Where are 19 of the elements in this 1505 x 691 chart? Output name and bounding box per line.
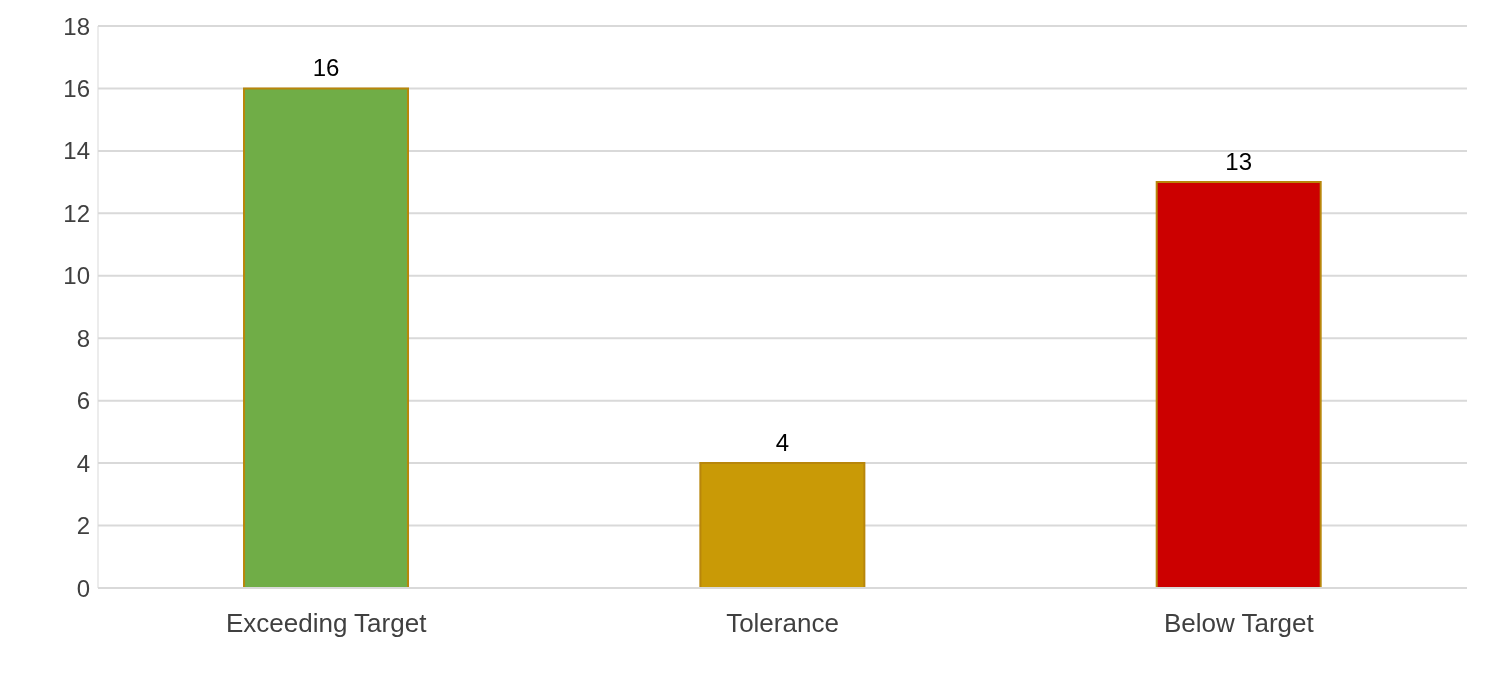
data-label: 13: [1225, 148, 1253, 176]
x-tick-label: Tolerance: [726, 608, 839, 639]
bar: [1155, 181, 1322, 588]
data-label: 4: [775, 429, 790, 457]
x-tick-label: Below Target: [1163, 608, 1315, 639]
y-tick-label: 12: [63, 199, 90, 227]
data-label: 16: [312, 54, 340, 82]
y-tick-label: 0: [76, 574, 90, 602]
x-tick-label: Exceeding Target: [225, 608, 428, 639]
y-tick-label: 4: [76, 449, 90, 477]
y-tick-label: 16: [63, 74, 90, 102]
y-tick-label: 14: [63, 137, 90, 165]
y-tick-label: 8: [76, 324, 90, 352]
y-tick-label: 10: [63, 262, 90, 290]
bar: [699, 462, 866, 588]
bar: [243, 87, 410, 588]
y-tick-label: 2: [76, 512, 90, 540]
y-tick-label: 6: [76, 387, 90, 415]
y-tick-label: 18: [63, 12, 90, 40]
